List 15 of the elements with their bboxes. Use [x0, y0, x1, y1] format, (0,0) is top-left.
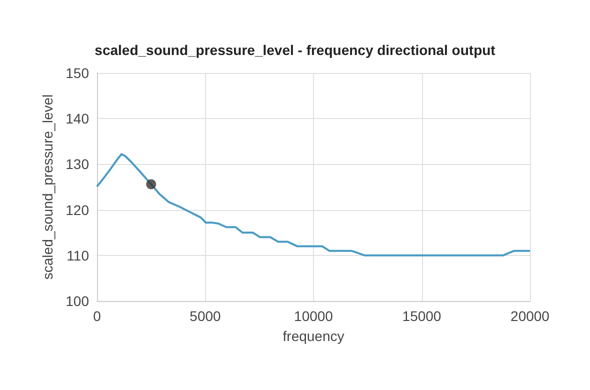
x-tick-label: 20000 [510, 308, 550, 324]
y-tick-label: 120 [66, 202, 90, 218]
y-tick-label: 110 [66, 247, 90, 264]
x-tick-label: 0 [93, 308, 102, 324]
y-tick-label: 150 [66, 65, 90, 81]
line-series [96, 153, 531, 256]
x-tick-label: 10000 [294, 308, 334, 324]
chart-title: scaled_sound_pressure_level - frequency directional output [94, 42, 496, 58]
y-tick-label: 130 [66, 156, 90, 172]
x-tick-label: 5000 [190, 308, 222, 324]
y-tick-label: 140 [66, 110, 90, 127]
x-tick-label: 15000 [402, 308, 442, 324]
y-tick-label: 100 [66, 293, 90, 309]
x-axis-title: frequency [282, 328, 344, 344]
y-axis-title: scaled_sound_pressure_level [40, 94, 56, 280]
